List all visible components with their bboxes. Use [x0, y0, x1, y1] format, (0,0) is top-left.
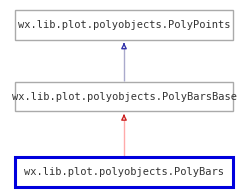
Text: wx.lib.plot.polyobjects.PolyBarsBase: wx.lib.plot.polyobjects.PolyBarsBase [11, 91, 237, 102]
FancyBboxPatch shape [15, 10, 233, 40]
FancyBboxPatch shape [15, 81, 233, 111]
Text: wx.lib.plot.polyobjects.PolyPoints: wx.lib.plot.polyobjects.PolyPoints [18, 20, 230, 30]
FancyBboxPatch shape [15, 157, 233, 187]
Text: wx.lib.plot.polyobjects.PolyBars: wx.lib.plot.polyobjects.PolyBars [24, 167, 224, 177]
